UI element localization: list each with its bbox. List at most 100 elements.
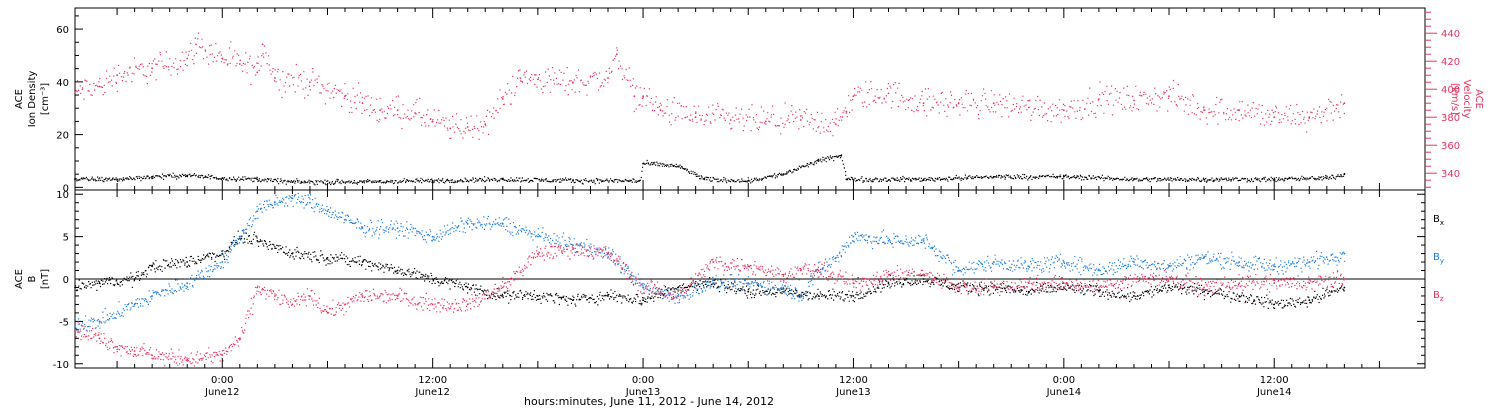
by-point xyxy=(712,282,715,285)
by-point xyxy=(799,295,802,297)
bz-point xyxy=(1133,278,1135,280)
top-right-tick-label: 420 xyxy=(1441,57,1460,68)
bottom-left-tick-label: -5 xyxy=(59,317,69,328)
bz-point xyxy=(799,269,802,272)
top-right-axis-label: ACE Velocity [km/s] xyxy=(1449,79,1484,118)
by-series xyxy=(74,192,1346,331)
ion-density-point xyxy=(151,175,154,178)
x-axis-title: hours:minutes, June 11, 2012 - June 14, … xyxy=(524,395,774,408)
top-left-label-line-3: [cm⁻³] xyxy=(40,83,51,115)
bz-point xyxy=(344,303,346,306)
by-point xyxy=(221,261,224,263)
bx-point xyxy=(466,286,469,289)
bz-point xyxy=(817,269,820,272)
by-point xyxy=(74,324,76,327)
ion-density-point xyxy=(845,178,848,181)
bz-point xyxy=(256,286,259,289)
velocity-point xyxy=(633,95,636,98)
velocity-point xyxy=(1133,99,1135,102)
top-right-tick-label: 440 xyxy=(1441,29,1460,40)
bx-point xyxy=(537,295,539,297)
velocity-point xyxy=(764,120,767,123)
bz-point xyxy=(887,273,890,276)
bx-point xyxy=(1133,295,1135,297)
by-point xyxy=(326,210,329,213)
bz-point xyxy=(537,252,539,255)
ion-density-dots xyxy=(75,154,1346,186)
legend-by: By xyxy=(1433,252,1444,265)
bz-point xyxy=(712,261,715,263)
velocity-point xyxy=(449,127,452,130)
by-point xyxy=(291,197,294,200)
top-left-tick-label: 60 xyxy=(56,25,69,36)
ion-density-point xyxy=(256,178,259,181)
by-point xyxy=(98,320,101,323)
bz-dots xyxy=(74,243,1345,367)
x-tick-time-label: 0:00 xyxy=(1053,375,1075,386)
by-point xyxy=(133,303,136,306)
bz-point xyxy=(1238,282,1241,285)
velocity-point xyxy=(361,102,364,105)
velocity-point xyxy=(799,119,802,121)
x-tick-time-label: 12:00 xyxy=(418,375,447,386)
top-left-label-line-2: Ion Density xyxy=(27,71,38,128)
velocity-point xyxy=(992,102,995,105)
top-right-label-line-1: ACE xyxy=(1473,89,1484,109)
top-right-tick-label: 400 xyxy=(1441,85,1460,96)
by-point xyxy=(922,240,925,242)
bz-point xyxy=(361,295,364,297)
by-point xyxy=(1168,265,1170,268)
velocity-point xyxy=(537,78,539,81)
velocity-point xyxy=(238,63,241,65)
bx-point xyxy=(98,282,101,285)
ion-density-point xyxy=(1325,177,1328,180)
by-point xyxy=(309,201,311,204)
velocity-point xyxy=(186,57,189,60)
ion-density-point xyxy=(186,174,189,177)
bottom-left-label-line-1: ACE xyxy=(14,269,25,289)
bz-point xyxy=(1308,282,1311,285)
velocity-point xyxy=(98,85,101,88)
ion-density-point xyxy=(361,181,364,184)
bx-point xyxy=(396,269,399,272)
velocity-point xyxy=(261,43,264,46)
velocity-point xyxy=(1308,116,1311,119)
bx-point xyxy=(186,261,189,263)
x-tick-date-label: June12 xyxy=(414,387,450,398)
velocity-point xyxy=(835,123,837,126)
bz-point xyxy=(1168,278,1170,280)
bz-point xyxy=(274,295,276,297)
velocity-point xyxy=(396,109,399,112)
by-point xyxy=(782,286,785,289)
x-tick-date-label: June12 xyxy=(204,387,240,398)
bz-point xyxy=(501,286,504,289)
velocity-point xyxy=(309,81,311,84)
ion-density-point xyxy=(703,178,706,181)
velocity-point xyxy=(256,71,259,74)
bz-point xyxy=(151,354,154,357)
bottom-left-tick-label: -10 xyxy=(53,360,69,371)
bx-point xyxy=(922,278,925,280)
bx-point xyxy=(1238,295,1241,297)
velocity-point xyxy=(484,123,487,126)
ion-density-point xyxy=(221,177,224,180)
top-left-tick-label: 20 xyxy=(56,131,69,142)
bz-point xyxy=(572,248,574,251)
velocity-point xyxy=(642,95,644,98)
bz-point xyxy=(74,329,76,331)
ion-density-point xyxy=(992,175,995,178)
by-point xyxy=(1203,256,1205,259)
bx-point xyxy=(852,295,855,297)
by-point xyxy=(361,227,364,230)
by-point xyxy=(852,235,855,238)
legend-bx: Bx xyxy=(1433,214,1444,227)
velocity-point xyxy=(1238,109,1241,112)
ion-density-point xyxy=(1343,173,1346,176)
ion-density-point xyxy=(1203,178,1205,181)
bx-point xyxy=(151,265,154,268)
velocity-dots xyxy=(75,32,1345,140)
velocity-point xyxy=(74,91,76,93)
by-point xyxy=(747,282,750,285)
by-point xyxy=(887,240,890,242)
by-point xyxy=(957,269,960,272)
